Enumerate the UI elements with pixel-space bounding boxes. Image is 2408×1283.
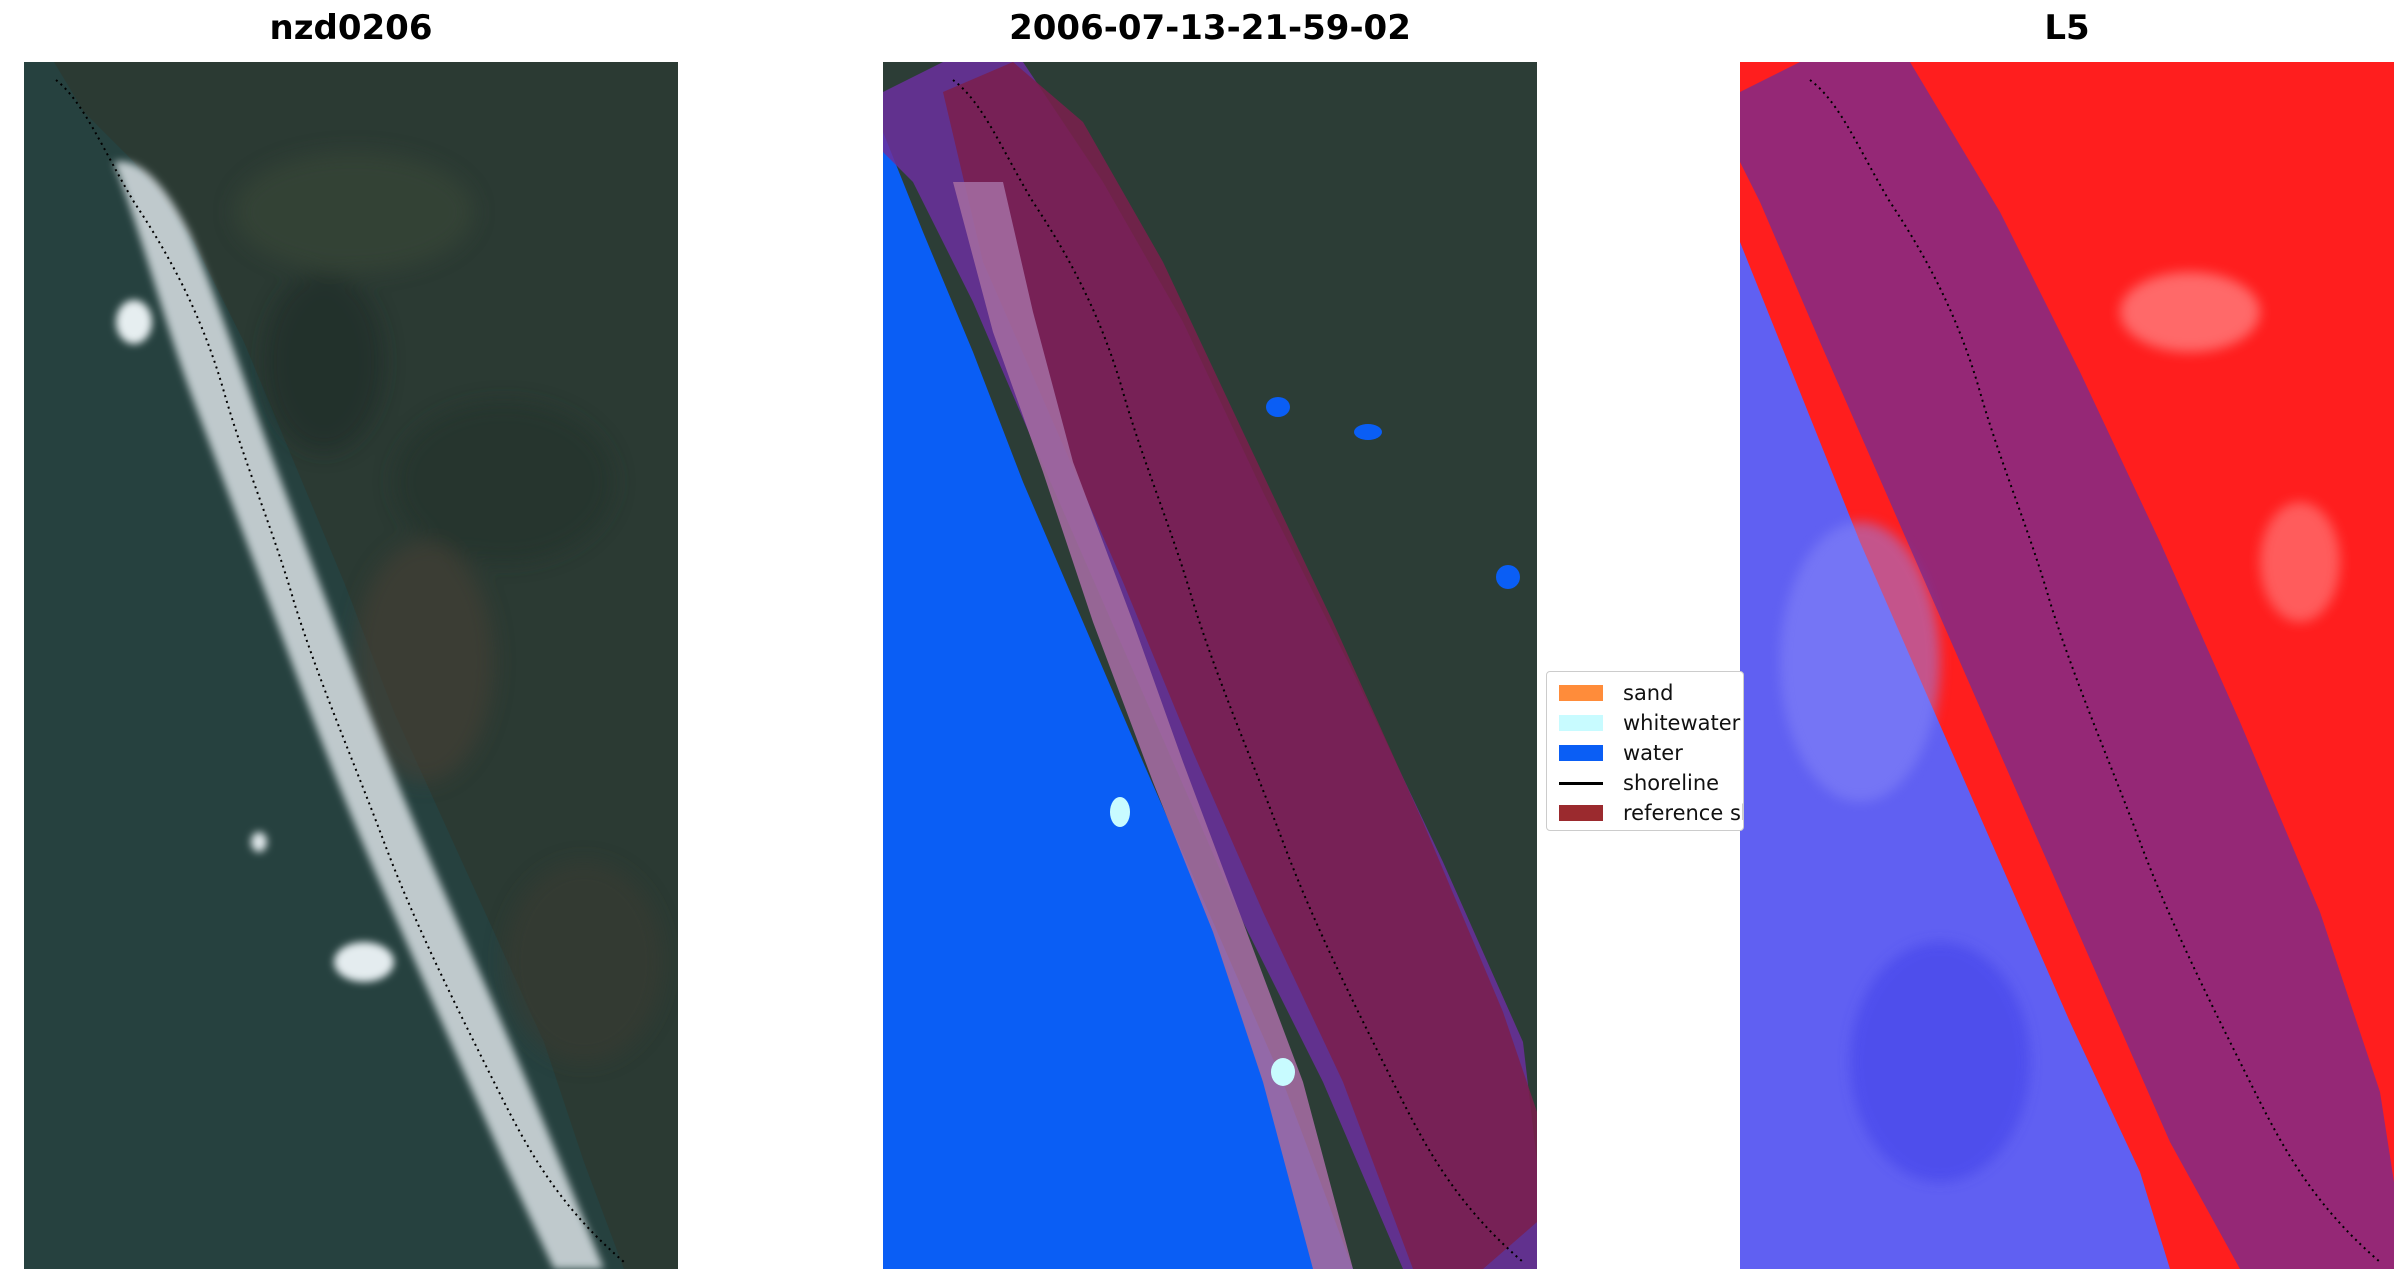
index-image-panel [1740,62,2394,1269]
water-patch [1496,565,1520,589]
shoreline-line [55,79,625,1263]
legend-label: water [1623,741,1683,765]
sand-patches [953,182,1353,1269]
legend-item-sand: sand [1555,679,1743,707]
legend-swatch-whitewater [1559,715,1603,731]
water-patch [1266,397,1290,417]
shoreline-line [952,79,1524,1263]
panel-title-rgb: nzd0206 [269,8,433,48]
index-image [1740,62,2394,1269]
whitewater-patch [1110,797,1130,827]
panel-title-classified: 2006-07-13-21-59-02 [1009,8,1411,48]
rgb-image-panel [24,62,678,1269]
water-patch [1354,424,1382,440]
shoreline-line [1809,79,2381,1263]
legend-swatch-water [1559,745,1603,761]
legend-label: reference sh [1623,801,1744,825]
legend-swatch-shoreline [1559,782,1603,785]
legend: sand whitewater water shoreline referenc… [1546,671,1744,831]
reference-shoreline-buffer [1740,62,2394,1269]
legend-item-whitewater: whitewater [1555,709,1743,737]
legend-swatch-sand [1559,685,1603,701]
water-index-area [1740,242,2170,1269]
rgb-image [24,62,678,1269]
classified-image-panel [883,62,1537,1269]
reference-shoreline-buffer [943,62,1537,1269]
index-texture [1780,272,2340,1182]
legend-item-reference-shoreline: reference sh [1555,799,1744,827]
legend-swatch-reference-shoreline [1559,805,1603,821]
surf-whitewater [114,161,604,1269]
whitewater-patch [1271,1058,1295,1086]
legend-item-shoreline: shoreline [1555,769,1743,797]
legend-label: sand [1623,681,1674,705]
classified-image [883,62,1537,1269]
legend-item-water: water [1555,739,1743,767]
legend-label: shoreline [1623,771,1720,795]
panel-title-index: L5 [2044,8,2090,48]
vegetation-texture [234,152,664,1062]
legend-label: whitewater [1623,711,1741,735]
